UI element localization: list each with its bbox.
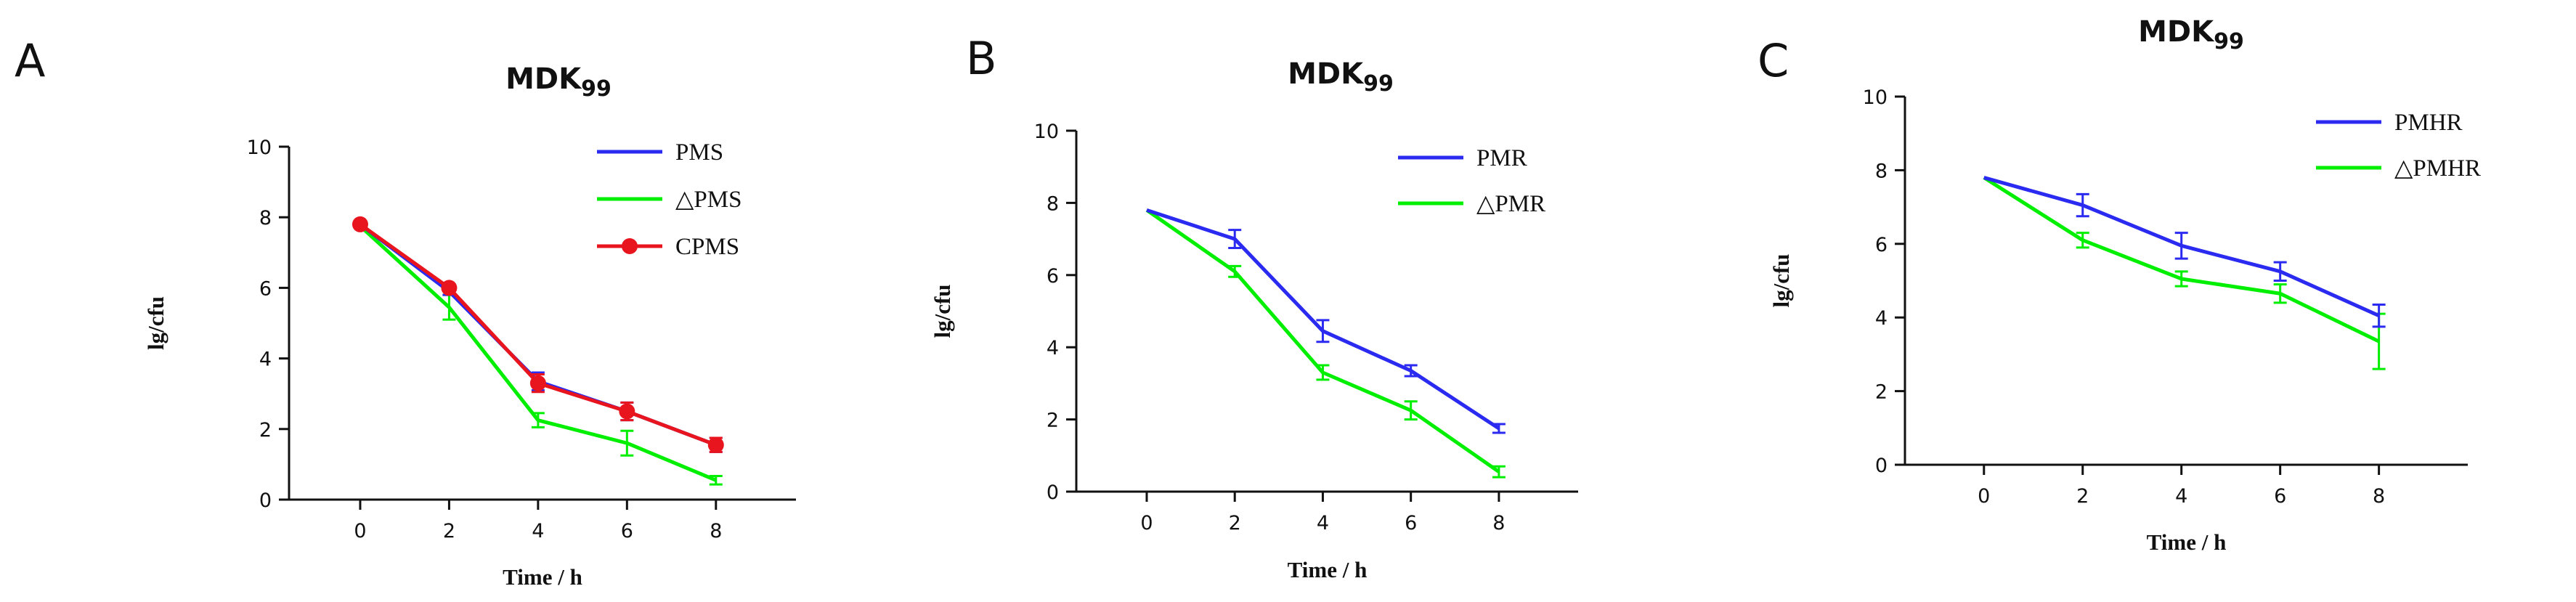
legend-label: PMR — [1476, 145, 1527, 171]
y-tick-label: 10 — [1034, 121, 1059, 143]
series-PMR — [1146, 208, 1506, 434]
x-tick-label: 4 — [1317, 512, 1329, 534]
chart-title: MDK99 — [505, 62, 612, 102]
x-tick-label: 4 — [2175, 485, 2187, 508]
y-tick-label: 2 — [1047, 410, 1059, 432]
x-tick-label: 2 — [443, 520, 455, 542]
legend-label: △PMHR — [2394, 155, 2481, 182]
legend-label: △PMR — [1476, 191, 1545, 217]
legend-marker — [622, 238, 638, 254]
data-point — [441, 280, 458, 296]
legend-entry: PMS — [597, 139, 723, 166]
data-point — [707, 436, 724, 453]
x-tick-label: 0 — [354, 520, 366, 542]
y-tick-label: 10 — [247, 137, 272, 159]
legend-entry: PMHR — [2316, 110, 2463, 136]
y-tick-label: 2 — [259, 419, 272, 442]
legend-label: PMS — [675, 139, 723, 166]
y-tick-label: 2 — [1875, 381, 1888, 404]
chart-title: MDK99 — [1288, 57, 1394, 97]
x-tick-label: 8 — [2373, 485, 2385, 508]
legend-label: PMHR — [2394, 110, 2463, 136]
series-△PMR — [1145, 208, 1506, 479]
series-PMS — [359, 222, 723, 453]
panel-letter: B — [966, 32, 997, 85]
x-axis-label: Time / h — [2147, 529, 2227, 555]
data-point — [619, 403, 635, 420]
x-tick-label: 2 — [2076, 485, 2089, 508]
x-tick-label: 6 — [2274, 485, 2286, 508]
y-tick-label: 4 — [1875, 307, 1888, 330]
legend-entry: △PMS — [597, 187, 741, 213]
series-PMHR — [1983, 176, 2386, 328]
x-tick-label: 6 — [1405, 512, 1417, 534]
chart-title-main: MDK — [505, 62, 582, 96]
x-tick-label: 8 — [1492, 512, 1505, 534]
legend-label: CPMS — [675, 234, 739, 260]
series-△PMHR — [1983, 176, 2386, 370]
x-tick-label: 2 — [1229, 512, 1241, 534]
legend-entry: △PMHR — [2316, 155, 2481, 182]
y-tick-label: 6 — [1875, 234, 1888, 256]
y-tick-label: 10 — [1863, 86, 1888, 109]
x-tick-label: 6 — [621, 520, 633, 542]
legend-entry: CPMS — [597, 234, 739, 260]
x-tick-label: 0 — [1978, 485, 1990, 508]
x-axis-label: Time / h — [503, 564, 582, 590]
y-axis-label: lg/cfu — [143, 296, 168, 350]
series-line — [359, 222, 717, 447]
y-axis-label: lg/cfu — [1768, 253, 1794, 307]
y-tick-label: 4 — [1047, 337, 1059, 359]
legend-entry: △PMR — [1398, 191, 1545, 217]
chart-panel-a: A MDK99 0 2 4 6 8 10 0 2 4 6 8 Time / h lg/cfu PMS △PMS C… — [15, 34, 796, 590]
legend-label: △PMS — [675, 187, 741, 213]
y-tick-label: 4 — [259, 349, 272, 371]
series-CPMS — [352, 216, 724, 453]
panel-letter: C — [1758, 34, 1789, 87]
y-tick-label: 8 — [259, 207, 272, 229]
x-axis-label: Time / h — [1288, 557, 1368, 582]
series-△PMS — [359, 224, 723, 486]
y-axis-label: lg/cfu — [930, 284, 955, 338]
data-point — [529, 375, 546, 391]
y-tick-label: 6 — [259, 277, 272, 300]
y-tick-label: 8 — [1875, 160, 1888, 182]
y-tick-label: 0 — [259, 489, 272, 512]
chart-title-main: MDK — [1288, 57, 1365, 91]
chart-title-subscript: 99 — [2214, 29, 2244, 54]
y-tick-label: 8 — [1047, 192, 1059, 215]
panel-letter: A — [15, 34, 45, 87]
chart-panel-c: C MDK99 0 2 4 6 8 10 0 2 4 6 8 Time / h lg/cfu PMHR △PMH… — [1758, 15, 2481, 555]
y-tick-label: 6 — [1047, 265, 1059, 288]
y-tick-label: 0 — [1875, 455, 1888, 477]
data-point — [352, 216, 368, 232]
chart-title-main: MDK — [2138, 15, 2215, 49]
x-tick-label: 4 — [532, 520, 544, 542]
x-tick-label: 0 — [1140, 512, 1153, 534]
x-tick-label: 8 — [710, 520, 722, 542]
chart-title-subscript: 99 — [1363, 71, 1394, 97]
series-line — [359, 222, 717, 447]
chart-title: MDK99 — [2138, 15, 2244, 54]
legend-entry: PMR — [1398, 145, 1527, 171]
y-tick-label: 0 — [1047, 481, 1059, 504]
chart-panel-b: B MDK99 0 2 4 6 8 10 0 2 4 6 8 Time / h lg/cfu PMR △PMR — [930, 32, 1578, 582]
chart-title-subscript: 99 — [581, 76, 612, 102]
